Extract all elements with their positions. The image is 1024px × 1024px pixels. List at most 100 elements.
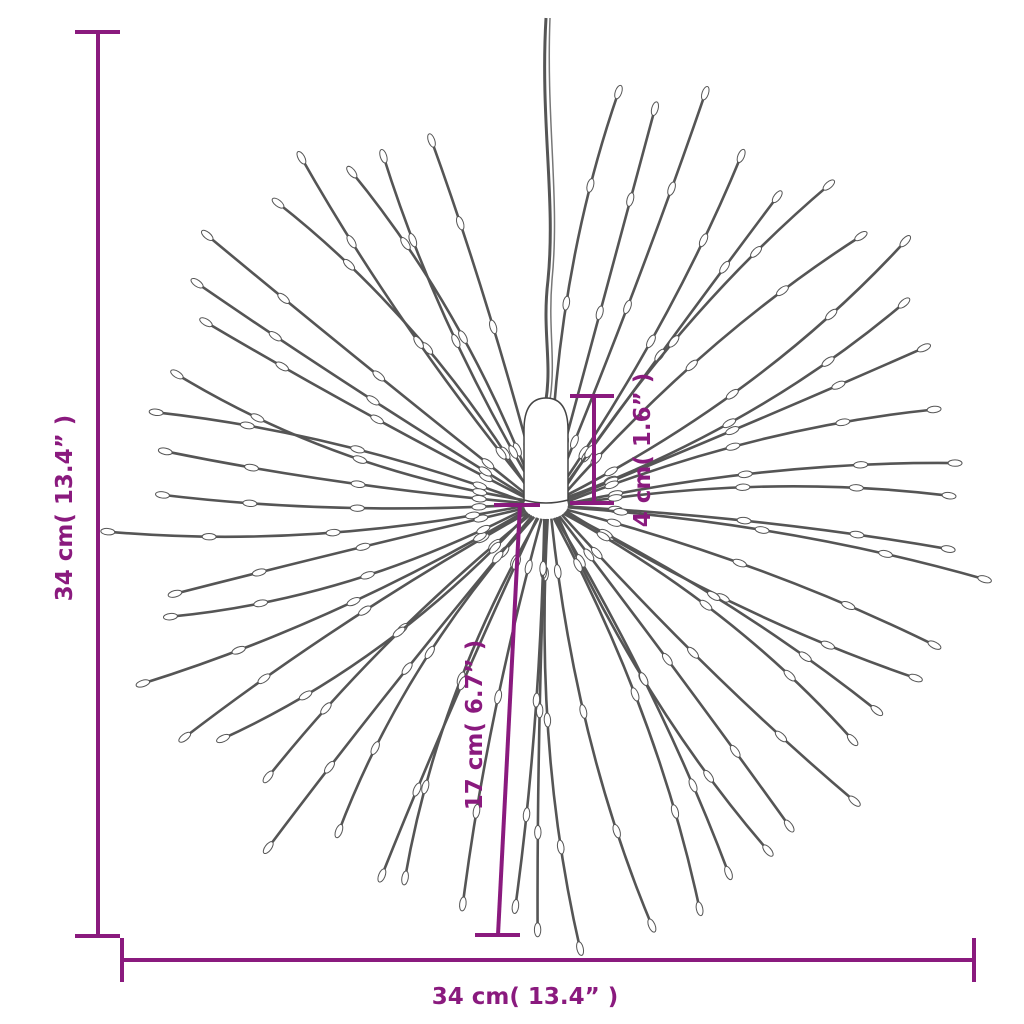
led-bulb bbox=[277, 292, 290, 304]
led-bulb bbox=[724, 865, 733, 881]
led-bulb bbox=[606, 518, 622, 527]
led-bulb bbox=[661, 652, 673, 666]
led-bulb bbox=[257, 673, 271, 685]
led-bulb bbox=[853, 461, 869, 469]
led-bulb bbox=[562, 295, 571, 311]
led-bulb bbox=[647, 918, 657, 933]
light-strand bbox=[563, 240, 907, 498]
led-bulb bbox=[722, 418, 737, 429]
led-bulb bbox=[604, 480, 619, 490]
led-bulb bbox=[350, 480, 366, 488]
led-bulb bbox=[162, 612, 178, 621]
led-bulb bbox=[489, 541, 501, 554]
light-strand bbox=[107, 504, 525, 539]
led-bulb bbox=[157, 447, 173, 456]
led-bulb bbox=[275, 361, 289, 372]
led-bulb bbox=[736, 516, 752, 525]
led-bulb bbox=[458, 330, 468, 344]
led-bulb bbox=[695, 901, 704, 917]
led-bulb bbox=[320, 702, 332, 715]
led-bulb bbox=[471, 503, 487, 511]
led-bulb bbox=[899, 235, 912, 248]
led-bulb bbox=[343, 258, 356, 271]
led-bulb bbox=[201, 533, 217, 541]
led-bulb bbox=[190, 277, 204, 289]
led-bulb bbox=[511, 899, 520, 914]
led-bulb bbox=[841, 600, 856, 611]
led-bulb bbox=[725, 442, 741, 451]
led-bulb bbox=[707, 590, 721, 601]
led-bulb bbox=[612, 823, 621, 839]
led-bulb bbox=[595, 305, 604, 321]
led-bulb bbox=[668, 335, 680, 348]
light-strand bbox=[550, 518, 654, 927]
led-bulb bbox=[685, 359, 698, 372]
led-bulb bbox=[370, 414, 384, 425]
led-bulb bbox=[776, 285, 789, 297]
led-bulb bbox=[700, 86, 710, 101]
led-bulb bbox=[553, 564, 562, 580]
light-strand bbox=[552, 517, 701, 910]
led-bulb bbox=[667, 181, 676, 196]
led-bulb bbox=[271, 197, 285, 209]
led-bulb bbox=[392, 626, 406, 638]
led-bulb bbox=[750, 245, 763, 258]
led-bulb bbox=[539, 560, 547, 576]
led-bulb bbox=[735, 483, 751, 491]
led-bulb bbox=[897, 297, 911, 309]
led-bulb bbox=[244, 463, 259, 472]
led-bulb bbox=[349, 504, 365, 512]
led-bulb bbox=[687, 646, 699, 659]
led-bulb bbox=[455, 215, 465, 231]
light-strands bbox=[100, 84, 992, 956]
light-strand bbox=[430, 140, 541, 492]
light-strand bbox=[567, 484, 950, 506]
led-bulb bbox=[459, 896, 467, 912]
led-bulb bbox=[822, 179, 836, 191]
led-bulb bbox=[774, 730, 788, 743]
led-bulb bbox=[366, 395, 380, 406]
led-bulb bbox=[471, 494, 487, 503]
led-bulb bbox=[821, 356, 835, 367]
led-bulb bbox=[848, 795, 861, 807]
led-bulb bbox=[977, 575, 992, 584]
width-dimension: 34 cm( 13.4” ) bbox=[120, 938, 976, 1010]
led-bulb bbox=[737, 470, 753, 479]
led-bulb bbox=[688, 778, 698, 793]
led-bulb bbox=[646, 334, 656, 349]
led-bulb bbox=[754, 526, 770, 534]
led-bulb bbox=[854, 230, 868, 242]
led-bulb bbox=[472, 803, 481, 819]
led-bulb bbox=[508, 445, 519, 459]
led-bulb bbox=[576, 941, 585, 956]
led-bulb bbox=[835, 418, 851, 427]
led-bulb bbox=[472, 488, 488, 496]
led-bulb bbox=[421, 779, 430, 795]
led-bulb bbox=[296, 150, 307, 165]
led-bulb bbox=[495, 446, 507, 460]
light-strand bbox=[558, 515, 791, 827]
led-bulb bbox=[650, 101, 660, 116]
light-strand bbox=[165, 450, 525, 505]
led-bulb bbox=[940, 545, 956, 553]
led-bulb bbox=[242, 499, 258, 508]
strand-label: 17 cm( 6.7” ) bbox=[462, 640, 488, 811]
led-bulb bbox=[703, 769, 715, 783]
led-bulb bbox=[100, 527, 116, 536]
led-bulb bbox=[573, 558, 583, 573]
led-bulb bbox=[623, 299, 632, 315]
led-bulb bbox=[170, 369, 184, 380]
light-strand bbox=[566, 508, 936, 647]
led-bulb bbox=[253, 599, 269, 608]
led-bulb bbox=[729, 744, 741, 758]
led-bulb bbox=[476, 524, 491, 535]
led-bulb bbox=[736, 148, 746, 164]
led-bulb bbox=[596, 531, 611, 542]
led-bulb bbox=[135, 679, 151, 688]
led-bulb bbox=[427, 133, 436, 148]
led-bulb bbox=[346, 234, 357, 249]
led-bulb bbox=[148, 408, 164, 417]
led-bulb bbox=[451, 334, 461, 348]
led-bulb bbox=[478, 466, 492, 477]
